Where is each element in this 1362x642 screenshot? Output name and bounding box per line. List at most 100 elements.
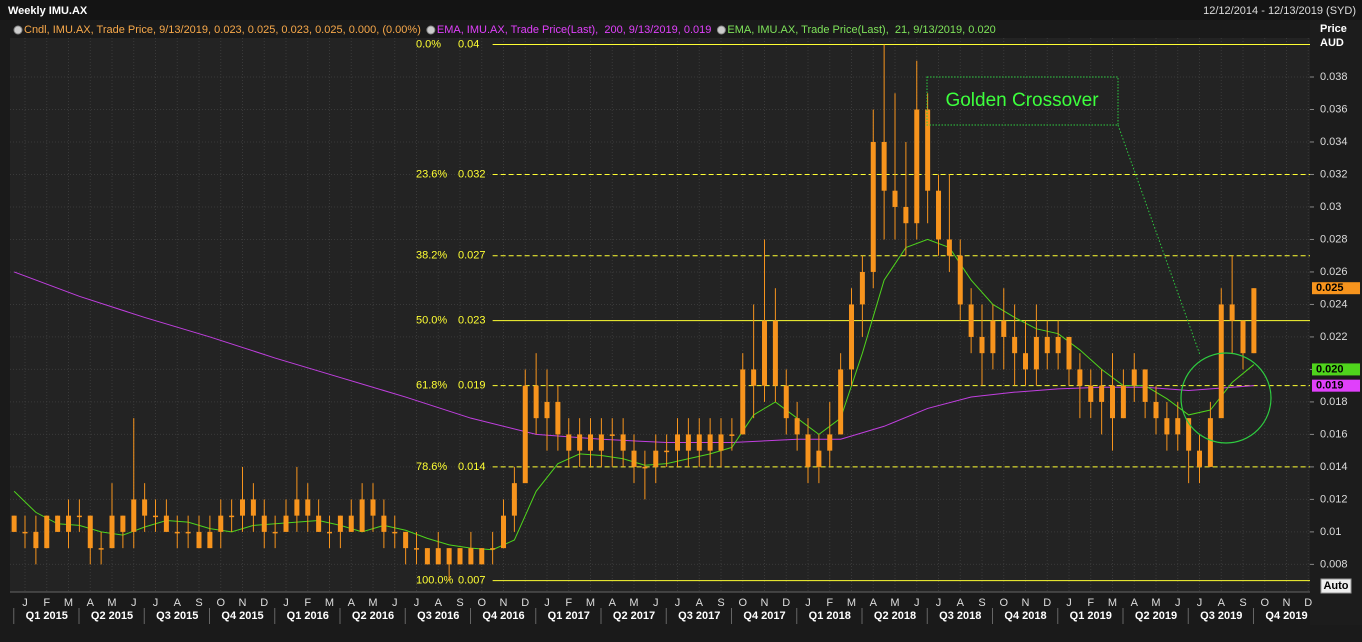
x-tick-label: O bbox=[216, 597, 225, 609]
x-tick-label: D bbox=[1304, 597, 1312, 609]
x-tick-label: F bbox=[43, 597, 50, 609]
x-tick-label: M bbox=[586, 597, 595, 609]
y-tick-label: 0.012 bbox=[1320, 493, 1348, 505]
x-tick-label: J bbox=[936, 597, 942, 609]
y-tick-label: 0.028 bbox=[1320, 233, 1348, 245]
fib-value: 0.027 bbox=[458, 250, 486, 262]
candle-body bbox=[620, 434, 626, 451]
candle-body bbox=[66, 515, 72, 532]
x-tick-label: O bbox=[1260, 597, 1269, 609]
candle-body bbox=[914, 109, 920, 224]
candle-body bbox=[1142, 369, 1148, 402]
candle-body bbox=[609, 434, 615, 436]
candle-body bbox=[446, 548, 452, 565]
candle-body bbox=[631, 450, 637, 467]
candle-body bbox=[403, 531, 409, 549]
candle-body bbox=[240, 499, 246, 516]
quarter-label: Q3 2018 bbox=[939, 610, 981, 622]
quarter-label: Q4 2019 bbox=[1265, 610, 1307, 622]
x-tick-label: D bbox=[782, 597, 790, 609]
candle-body bbox=[1186, 418, 1192, 451]
candle-body bbox=[1001, 320, 1007, 337]
quarter-label: Q1 2018 bbox=[809, 610, 851, 622]
quarter-label: Q3 2017 bbox=[678, 610, 720, 622]
price-marker-label: 0.019 bbox=[1316, 380, 1344, 392]
candle-body bbox=[979, 336, 985, 354]
candle-body bbox=[1099, 385, 1105, 402]
candle-body bbox=[414, 548, 420, 550]
x-tick-label: J bbox=[131, 597, 137, 609]
x-tick-label: J bbox=[675, 597, 681, 609]
x-tick-label: J bbox=[1175, 597, 1181, 609]
y-tick-label: 0.014 bbox=[1320, 461, 1348, 473]
candle-body bbox=[718, 434, 724, 451]
candle-body bbox=[1164, 418, 1170, 435]
x-tick-label: O bbox=[477, 597, 486, 609]
candle-body bbox=[294, 499, 300, 516]
candle-body bbox=[946, 239, 952, 256]
x-tick-label: O bbox=[999, 597, 1008, 609]
x-tick-label: A bbox=[957, 597, 965, 609]
x-tick-label: J bbox=[22, 597, 28, 609]
candle-body bbox=[381, 515, 387, 532]
candle-body bbox=[588, 434, 594, 451]
x-tick-label: J bbox=[914, 597, 920, 609]
auto-button[interactable] bbox=[1320, 578, 1352, 594]
x-tick-label: J bbox=[153, 597, 159, 609]
legend-icon bbox=[716, 25, 726, 35]
quarter-label: Q3 2019 bbox=[1200, 610, 1242, 622]
y-tick-label: 0.026 bbox=[1320, 266, 1348, 278]
annotation-box bbox=[926, 76, 1119, 126]
fib-percent: 50.0% bbox=[416, 315, 447, 327]
candle-body bbox=[1240, 320, 1246, 354]
x-tick-label: D bbox=[1043, 597, 1051, 609]
candle-body bbox=[772, 320, 778, 386]
x-tick-label: F bbox=[826, 597, 833, 609]
candle-body bbox=[707, 434, 713, 451]
ema-line bbox=[13, 271, 1254, 444]
candle-body bbox=[272, 531, 278, 534]
y-tick-label: 0.016 bbox=[1320, 428, 1348, 440]
candle-body bbox=[33, 531, 39, 549]
candle-body bbox=[44, 515, 50, 549]
y-tick-label: 0.008 bbox=[1320, 558, 1348, 570]
candle-body bbox=[142, 499, 148, 516]
candle-body bbox=[990, 320, 996, 354]
candle-body bbox=[337, 515, 343, 532]
fib-percent: 78.6% bbox=[416, 461, 447, 473]
y-tick-label: 0.01 bbox=[1320, 526, 1341, 538]
candle-body bbox=[196, 531, 202, 549]
y-tick-label: 0.024 bbox=[1320, 298, 1348, 310]
candle-body bbox=[1218, 304, 1224, 419]
quarter-label: Q2 2018 bbox=[874, 610, 916, 622]
legend-entry: EMA, IMU.AX, Trade Price(Last), 21, 9/13… bbox=[727, 24, 995, 36]
candle-body bbox=[109, 515, 115, 549]
quarter-label: Q4 2017 bbox=[743, 610, 785, 622]
fib-value: 0.007 bbox=[458, 575, 486, 587]
quarter-label: Q1 2016 bbox=[287, 610, 329, 622]
price-marker bbox=[1312, 282, 1360, 295]
window-title: Weekly IMU.AX bbox=[8, 5, 88, 17]
candle-body bbox=[1229, 304, 1235, 321]
candle-body bbox=[1251, 288, 1257, 354]
candle-body bbox=[1175, 418, 1181, 435]
x-tick-label: J bbox=[544, 597, 550, 609]
candle-body bbox=[783, 385, 789, 419]
candle-body bbox=[490, 548, 496, 550]
fib-value: 0.032 bbox=[458, 168, 486, 180]
candle-body bbox=[566, 434, 572, 451]
legend-entry: EMA, IMU.AX, Trade Price(Last), 200, 9/1… bbox=[437, 24, 712, 36]
candle-body bbox=[598, 434, 604, 451]
candle-body bbox=[468, 548, 474, 565]
x-tick-label: A bbox=[435, 597, 443, 609]
annotation: Golden Crossover bbox=[945, 90, 1099, 111]
candle-body bbox=[751, 369, 757, 386]
x-tick-label: J bbox=[653, 597, 659, 609]
auto-label[interactable]: Auto bbox=[1323, 580, 1348, 592]
x-tick-label: A bbox=[609, 597, 617, 609]
x-tick-label: S bbox=[717, 597, 724, 609]
quarter-label: Q1 2015 bbox=[26, 610, 68, 622]
candle-body bbox=[98, 548, 104, 550]
candle-body bbox=[163, 515, 169, 532]
